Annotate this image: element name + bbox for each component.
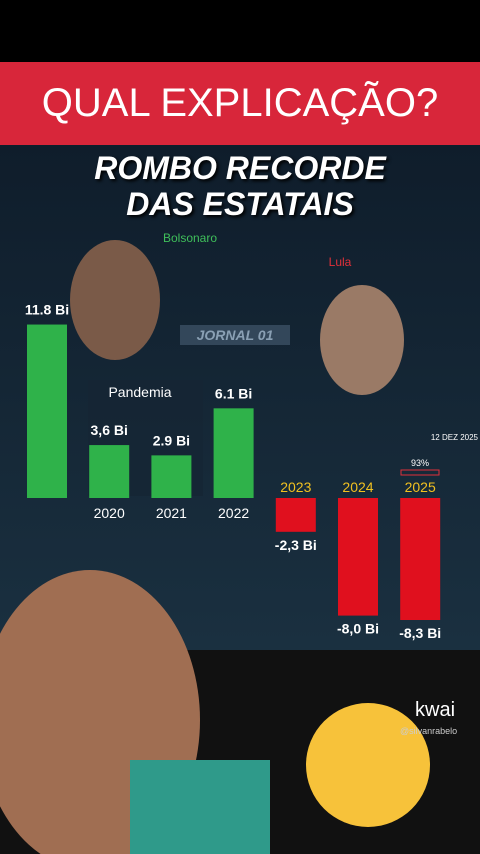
x-tick-label: 2020 [94,505,125,521]
annotation: 93% [411,458,429,468]
chart-image [0,145,480,650]
value-label: 6.1 Bi [215,385,252,401]
x-tick-label: 2021 [156,505,187,521]
value-label: 2.9 Bi [153,432,190,448]
photo [320,285,404,395]
value-label: 3,6 Bi [91,422,128,438]
watermark-bg [180,325,290,345]
watermark: JORNAL 01 [197,327,274,343]
photo [70,240,160,360]
shirt [130,760,270,854]
legend-label: Bolsonaro [163,231,217,245]
bar [27,324,67,498]
bar [151,455,192,498]
bar [400,498,441,621]
bar [338,498,378,616]
annotation: Pandemia [108,384,171,400]
chart-title: ROMBO RECORDE DAS ESTATAIS [94,150,386,222]
app-user: @silvanrabelo [400,726,457,736]
legend-label: Lula [329,255,352,269]
date: 12 DEZ 2025 [431,433,479,442]
value-label: 11.8 Bi [25,302,69,318]
x-tick-label: 2024 [342,479,373,495]
value-label: -2,3 Bi [275,537,317,553]
x-tick-label: 2025 [405,479,436,495]
banner: QUAL EXPLICAÇÃO? [0,62,480,145]
annotation-mark [400,469,440,476]
value-label: -8,3 Bi [399,625,441,641]
app-name: kwai [415,699,455,721]
bar [89,445,130,498]
x-tick-label: 2023 [280,479,311,495]
value-label: -8,0 Bi [337,621,379,637]
bar [213,408,254,498]
x-tick-label: 2022 [218,505,249,521]
thinking-emoji [306,703,430,827]
bar [275,498,316,532]
